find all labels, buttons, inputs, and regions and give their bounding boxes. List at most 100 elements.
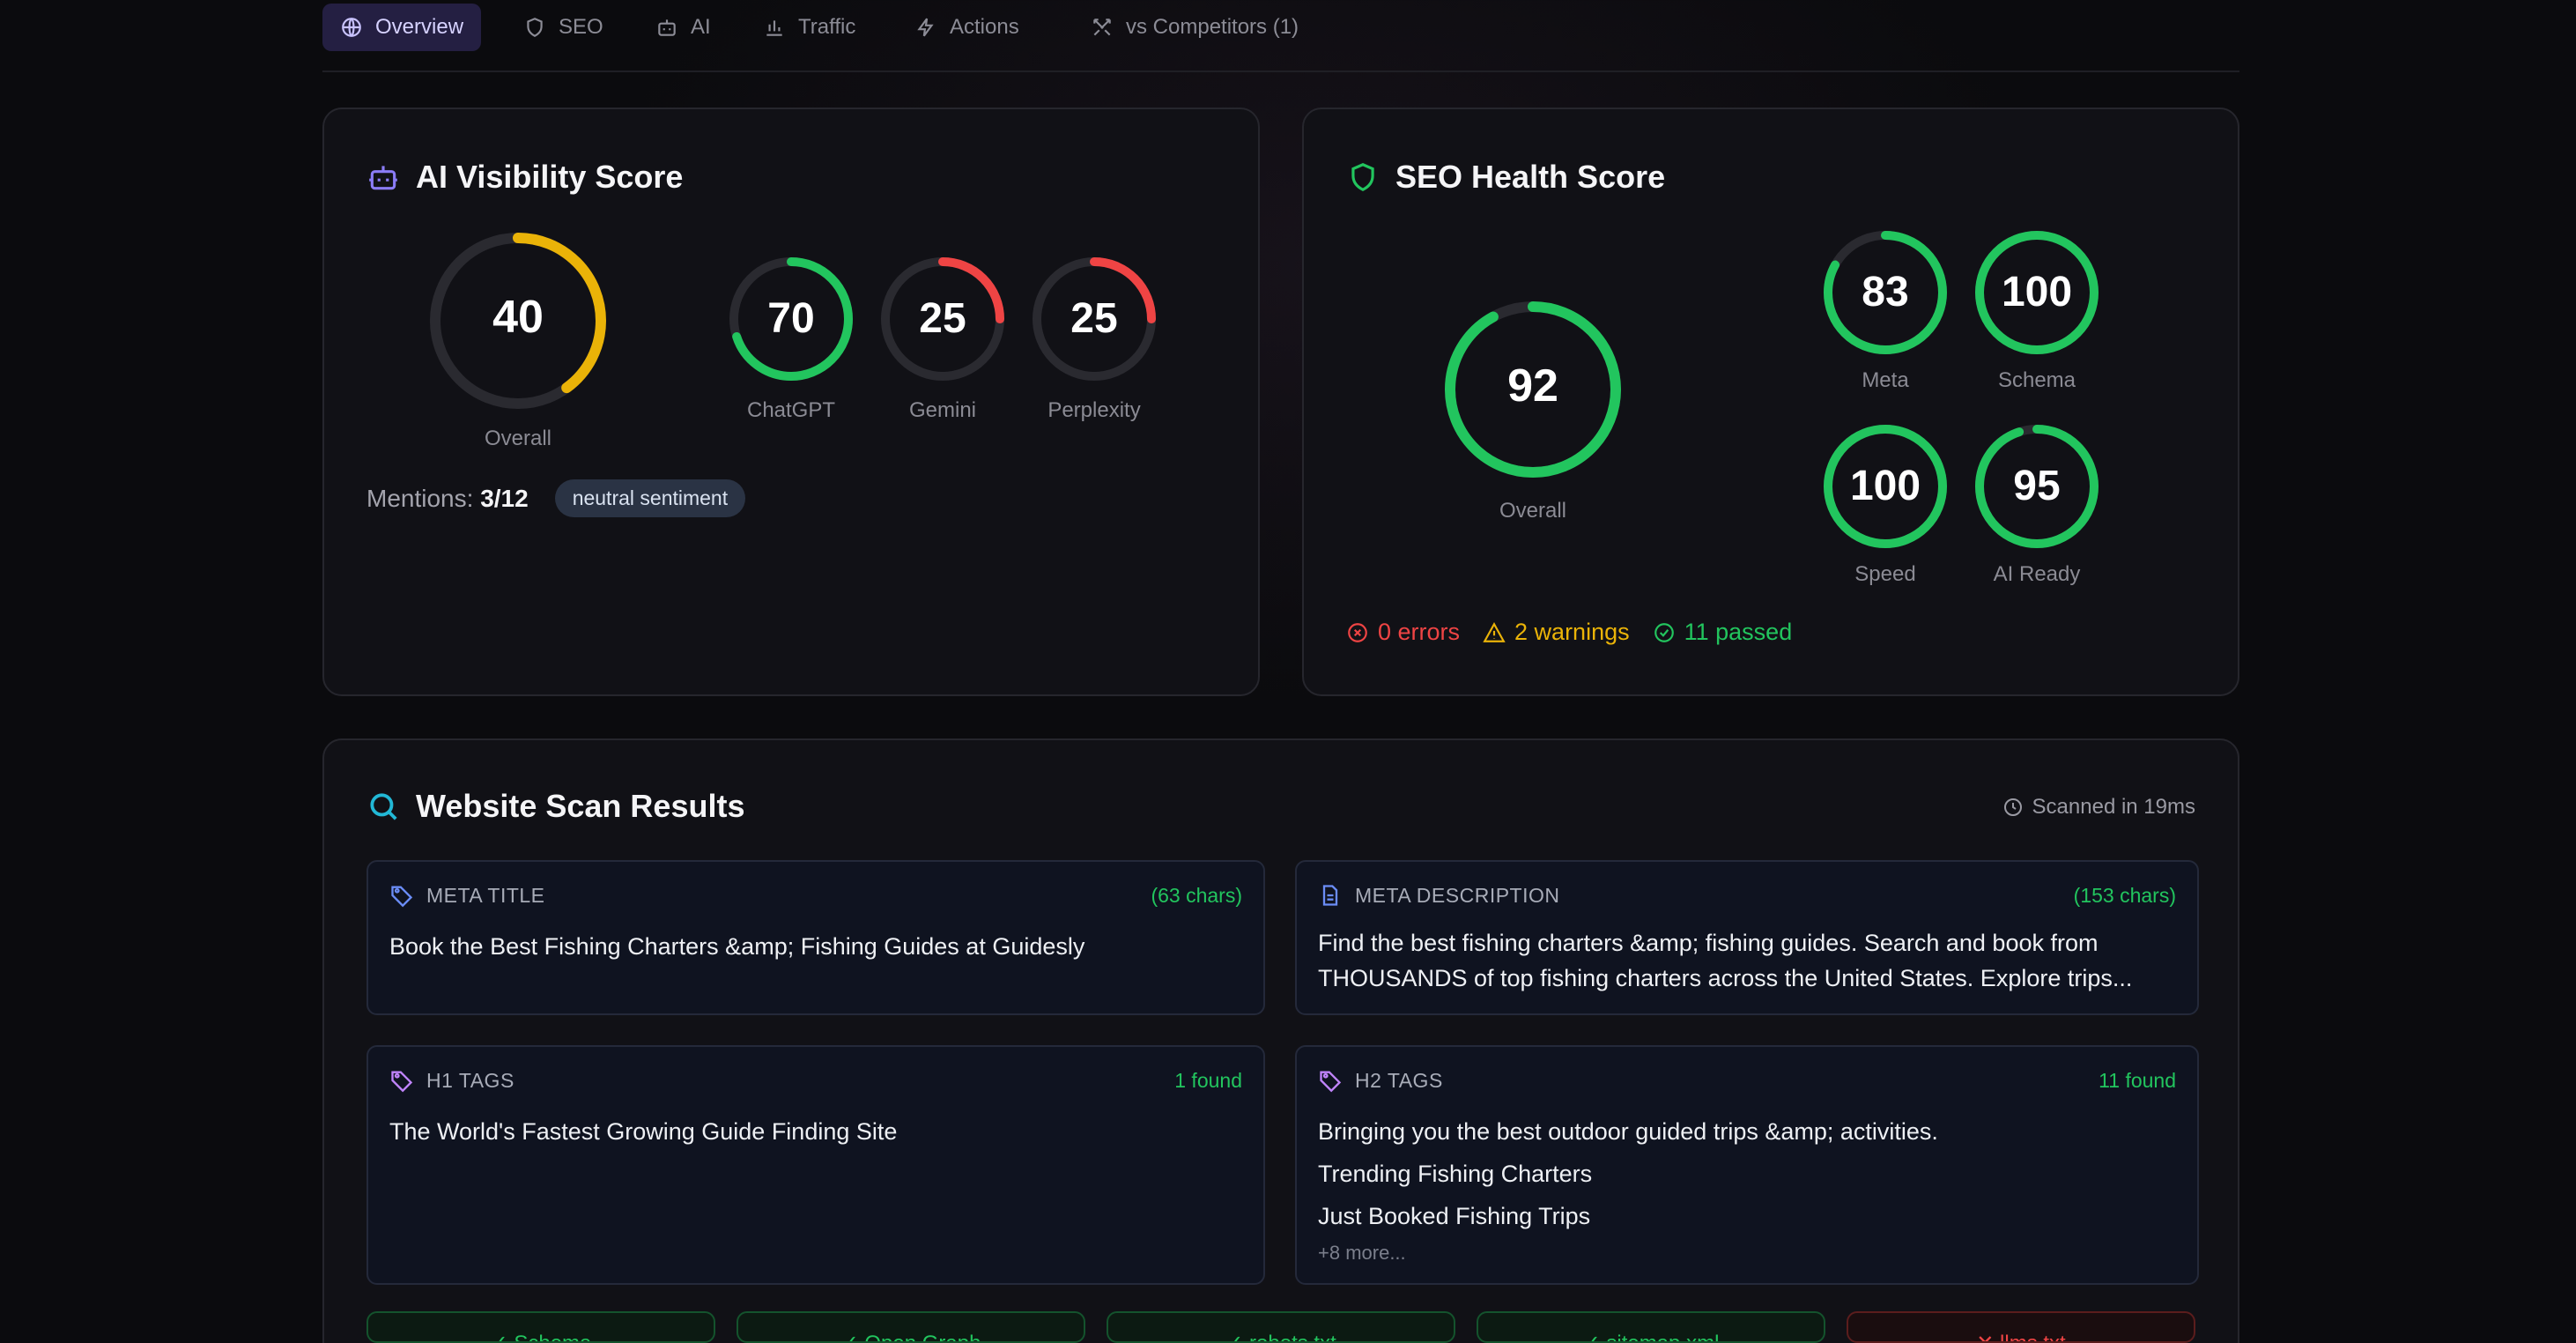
meta-title-text: Book the Best Fishing Charters &amp; Fis… bbox=[389, 933, 1085, 960]
char-count: (153 chars) bbox=[2073, 883, 2176, 907]
gauge-label: Gemini bbox=[908, 398, 977, 422]
scan-time: Scanned in 19ms bbox=[2002, 795, 2195, 820]
shield-icon bbox=[1351, 163, 1374, 192]
gauge-label: Schema bbox=[1997, 368, 2076, 392]
box-label: H1 TAGS bbox=[426, 1068, 514, 1092]
meta-description-line: Find the best fishing charters &amp; fis… bbox=[1318, 930, 2099, 956]
ai-visibility-title: AI Visibility Score bbox=[366, 159, 683, 196]
warning-triangle-icon bbox=[1483, 621, 1506, 642]
gauge-ring bbox=[1824, 231, 1947, 354]
gauge-label: Speed bbox=[1854, 562, 1916, 586]
box-label: META DESCRIPTION bbox=[1355, 883, 1560, 907]
passed-count: 11 passed bbox=[1653, 619, 1792, 646]
tab-traffic[interactable]: Traffic bbox=[745, 4, 873, 51]
shield-icon bbox=[527, 18, 543, 37]
tab-bar: Overview SEO AI Traffic Actions vs Compe… bbox=[322, 0, 2239, 72]
lightning-icon bbox=[917, 18, 934, 37]
tab-label: Overview bbox=[375, 15, 464, 39]
swords-icon bbox=[1093, 19, 1111, 36]
gauge-ring bbox=[1824, 425, 1947, 548]
h2-item: Trending Fishing Charters bbox=[1318, 1161, 1593, 1187]
tab-actions[interactable]: Actions bbox=[897, 4, 1037, 51]
seo-health-card: SEO Health Score 92 Overall 83 Meta 100 bbox=[1302, 108, 2239, 696]
bot-icon bbox=[658, 19, 676, 36]
h2-tags-box: H2 TAGS 11 found Bringing you the best o… bbox=[1295, 1045, 2199, 1285]
gauge-ring bbox=[881, 257, 1004, 381]
gauge-value: 100 bbox=[2001, 269, 2073, 315]
gauge-label: Overall bbox=[1499, 499, 1567, 523]
bar-chart-icon bbox=[766, 20, 782, 36]
issue-summary: 0 errors 2 warnings 11 passed bbox=[1346, 619, 1792, 646]
h1-item: The World's Fastest Growing Guide Findin… bbox=[389, 1118, 898, 1145]
check-circle-icon bbox=[1654, 622, 1674, 642]
gauge-ring bbox=[729, 257, 853, 381]
check-open-graph[interactable]: ✓ Open Graph bbox=[737, 1311, 1085, 1343]
char-count: (63 chars) bbox=[1151, 883, 1242, 907]
speed-gauge: 100 Speed bbox=[1822, 423, 1949, 586]
check-robots-txt[interactable]: ✓ robots.txt bbox=[1107, 1311, 1455, 1343]
meta-description-box: META DESCRIPTION (153 chars) Find the be… bbox=[1295, 860, 2199, 1015]
tab-seo[interactable]: SEO bbox=[506, 4, 621, 51]
ai-overall-gauge: 40 Overall bbox=[428, 231, 608, 450]
gauge-ring bbox=[1445, 301, 1621, 478]
meta-gauge: 83 Meta bbox=[1822, 229, 1949, 392]
perplexity-gauge: 25 Perplexity bbox=[1031, 256, 1158, 422]
meta-description-line: THOUSANDS of top fishing charters across… bbox=[1318, 965, 2133, 991]
ai-visibility-card: AI Visibility Score 40 Overall 70 ChatGP… bbox=[322, 108, 1260, 696]
mentions-row: Mentions: 3/12 neutral sentiment bbox=[366, 479, 746, 517]
gauge-label: ChatGPT bbox=[746, 398, 836, 422]
seo-health-title: SEO Health Score bbox=[1346, 159, 1665, 196]
scan-results-title: Website Scan Results bbox=[366, 788, 744, 825]
gauge-ring bbox=[1975, 425, 2099, 548]
tab-label: Actions bbox=[950, 15, 1019, 39]
tab-label: SEO bbox=[559, 15, 603, 39]
tag-icon bbox=[1320, 1071, 1342, 1093]
more-items: +8 more... bbox=[1318, 1242, 1406, 1264]
tab-ai[interactable]: AI bbox=[638, 4, 729, 51]
schema-gauge: 100 Schema bbox=[1973, 229, 2100, 392]
gemini-gauge: 25 Gemini bbox=[879, 256, 1006, 422]
tag-icon bbox=[391, 886, 413, 908]
ai-ready-gauge: 95 AI Ready bbox=[1973, 423, 2100, 586]
gauge-value: 70 bbox=[767, 295, 815, 342]
gauge-label: Overall bbox=[484, 427, 552, 450]
document-icon bbox=[1322, 885, 1338, 906]
mentions-value: 3/12 bbox=[480, 484, 529, 512]
gauge-ring bbox=[430, 233, 606, 409]
check-schema[interactable]: ✓ Schema bbox=[366, 1311, 715, 1343]
gauge-label: AI Ready bbox=[1993, 562, 2081, 586]
gauge-label: Perplexity bbox=[1047, 398, 1141, 422]
gauge-value: 40 bbox=[492, 292, 544, 343]
scan-results-card: Website Scan Results Scanned in 19ms MET… bbox=[322, 738, 2239, 1343]
tab-overview[interactable]: Overview bbox=[322, 4, 482, 51]
gauge-value: 83 bbox=[1862, 269, 1909, 315]
tab-label: vs Competitors (1) bbox=[1126, 15, 1299, 39]
h2-item: Just Booked Fishing Trips bbox=[1318, 1203, 1591, 1229]
gauge-value: 25 bbox=[919, 295, 966, 342]
clock-icon bbox=[2003, 798, 2022, 816]
gauge-value: 92 bbox=[1507, 360, 1558, 412]
warnings-count: 2 warnings bbox=[1483, 619, 1630, 646]
x-circle-icon bbox=[1348, 622, 1367, 642]
found-count: 11 found bbox=[2099, 1068, 2176, 1092]
h2-item: Bringing you the best outdoor guided tri… bbox=[1318, 1118, 1938, 1145]
bot-icon bbox=[369, 166, 397, 190]
meta-title-box: META TITLE (63 chars) Book the Best Fish… bbox=[366, 860, 1265, 1015]
tab-label: AI bbox=[691, 15, 711, 39]
tab-vs-competitors[interactable]: vs Competitors (1) bbox=[1073, 4, 1316, 51]
box-label: META TITLE bbox=[426, 883, 545, 907]
sentiment-badge: neutral sentiment bbox=[554, 479, 746, 517]
gauge-label: Meta bbox=[1862, 368, 1909, 392]
mentions-label: Mentions: bbox=[366, 484, 474, 512]
check-llms-txt[interactable]: ✕ llms.txt bbox=[1847, 1311, 2195, 1343]
errors-count: 0 errors bbox=[1346, 619, 1460, 646]
gauge-value: 100 bbox=[1849, 463, 1921, 509]
h1-tags-box: H1 TAGS 1 found The World's Fastest Grow… bbox=[366, 1045, 1265, 1285]
tag-icon bbox=[391, 1071, 413, 1093]
check-sitemap-xml[interactable]: ✓ sitemap.xml bbox=[1477, 1311, 1825, 1343]
tab-label: Traffic bbox=[798, 15, 856, 39]
globe-icon bbox=[342, 18, 361, 37]
gauge-value: 95 bbox=[2013, 463, 2061, 509]
gauge-ring bbox=[1033, 257, 1156, 381]
gauge-value: 25 bbox=[1070, 295, 1118, 342]
